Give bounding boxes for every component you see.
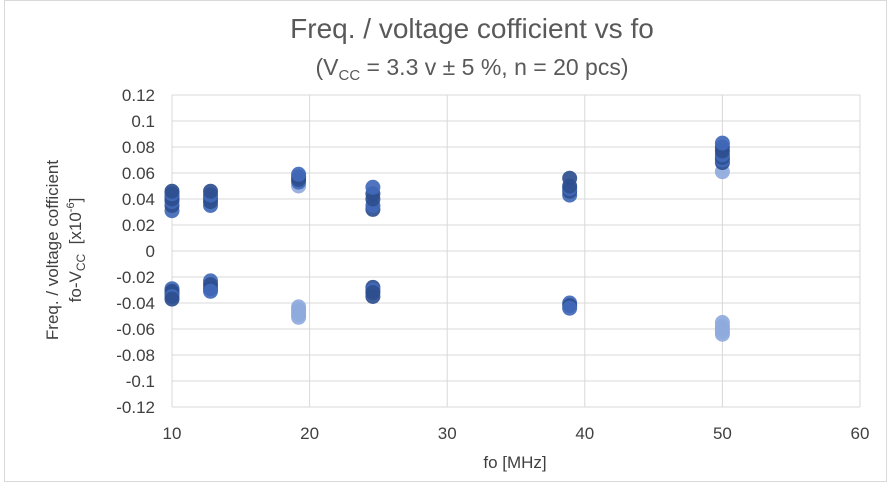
y-tick-label: 0.06 [122, 164, 155, 183]
gridlines [171, 94, 861, 408]
chart-frame [4, 0, 887, 482]
y-tick-label: 0.02 [122, 216, 155, 235]
y-tick-label: 0.1 [131, 112, 155, 131]
x-axis-label: fo [MHz] [483, 453, 546, 472]
y-tick-label: 0.04 [122, 190, 155, 209]
y-tick-labels: 0.12 0.1 0.08 0.06 0.04 0.02 0 -0.02 -0.04 -0.06 -… [116, 86, 155, 417]
y-axis-label: Freq. / voltage cofficient fo-VCC [x10-6… [43, 160, 88, 340]
ylabel-suffix: ] [66, 198, 85, 203]
y-tick-label: -0.02 [116, 268, 155, 287]
y-tick-label: 0.08 [122, 138, 155, 157]
x-tick-label: 50 [713, 424, 732, 443]
ylabel-sub: CC [74, 253, 88, 271]
x-tick-label: 40 [575, 424, 594, 443]
subtitle-prefix: (V [316, 54, 340, 80]
data-point [562, 170, 578, 186]
x-tick-label: 20 [300, 424, 319, 443]
data-point [203, 183, 219, 199]
y-axis-label-line1: Freq. / voltage cofficient [43, 160, 62, 340]
y-tick-label: -0.1 [126, 372, 155, 391]
ylabel-prefix: fo-V [66, 270, 85, 302]
data-point [164, 291, 180, 307]
data-point [365, 179, 381, 195]
x-tick-label: 30 [438, 424, 457, 443]
data-point [203, 283, 219, 299]
subtitle-sub: CC [339, 67, 361, 84]
data-point [562, 300, 578, 316]
chart-title: Freq. / voltage cofficient vs fo [290, 13, 654, 44]
ylabel-sup: -6 [65, 202, 77, 212]
y-tick-label: -0.12 [116, 398, 155, 417]
data-point [291, 309, 307, 325]
y-axis-label-line2: fo-VCC [x10-6] [65, 198, 88, 303]
data-points [164, 135, 730, 342]
y-tick-label: 0 [146, 242, 155, 261]
chart-subtitle: (VCC = 3.3 v ± 5 %, n = 20 pcs) [316, 54, 629, 84]
x-tick-labels: 10 20 30 40 50 60 [163, 424, 870, 443]
data-point [291, 166, 307, 182]
x-tick-label: 10 [163, 424, 182, 443]
x-tick-label: 60 [851, 424, 870, 443]
data-point [714, 326, 730, 342]
y-tick-label: 0.12 [122, 86, 155, 105]
data-point [714, 135, 730, 151]
data-point [164, 183, 180, 199]
subtitle-suffix: = 3.3 v ± 5 %, n = 20 pcs) [360, 54, 628, 80]
y-tick-label: -0.08 [116, 346, 155, 365]
y-tick-label: -0.04 [116, 294, 155, 313]
data-point [365, 289, 381, 304]
ylabel-mid: [x10 [66, 212, 85, 254]
y-tick-label: -0.06 [116, 320, 155, 339]
